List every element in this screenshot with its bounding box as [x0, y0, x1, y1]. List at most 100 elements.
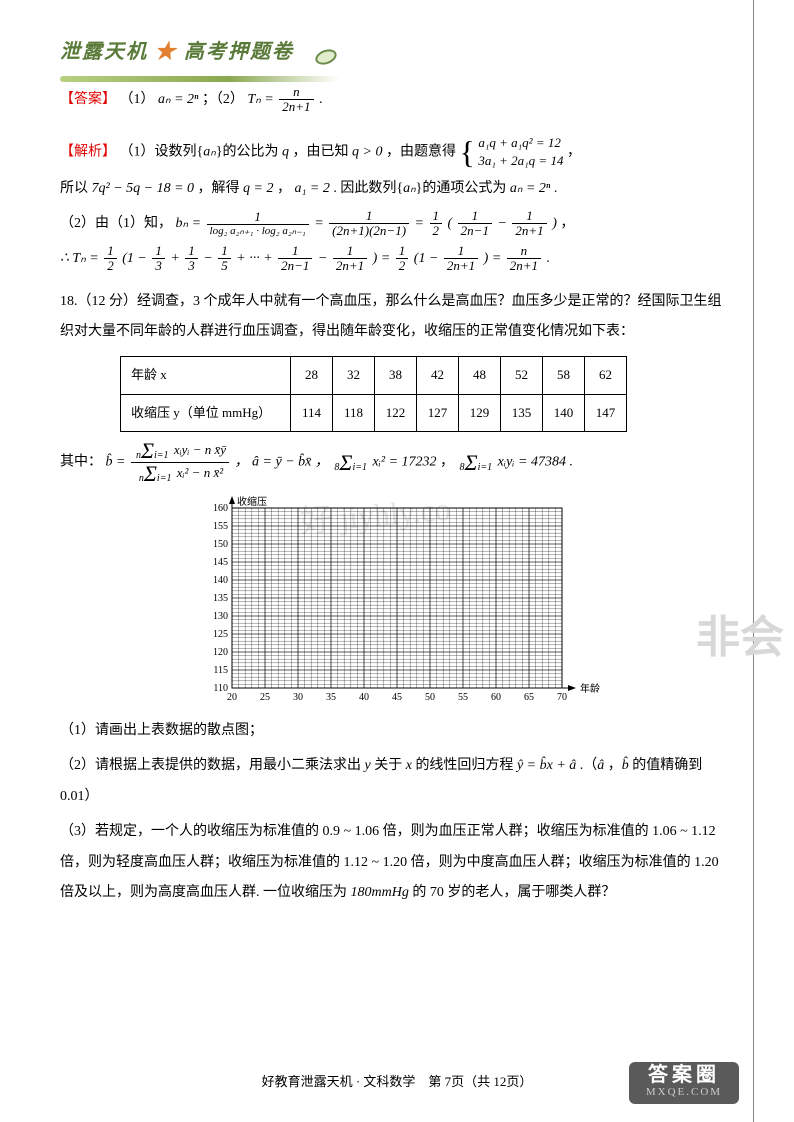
- cell: 42: [417, 357, 459, 395]
- d: 3: [152, 259, 165, 273]
- frac-num: n: [279, 85, 313, 100]
- n: 1: [333, 244, 367, 259]
- header-title: 泄露天机 ★ 高考押题卷: [60, 41, 294, 63]
- analysis-p2: 所以 7q² − 5q − 18 = 0 ，解得 q = 2 ， a₁ = 2 …: [60, 174, 734, 205]
- stamp-line1: 答案圈: [629, 1064, 739, 1086]
- d: (2n+1)(2n−1): [329, 224, 409, 238]
- t: ∴: [60, 251, 69, 266]
- header-title-right: 高考押题卷: [184, 41, 294, 63]
- q18-sub1: （1）请画出上表数据的散点图；: [60, 716, 734, 747]
- t: ，: [440, 455, 454, 470]
- d: 2n+1: [444, 259, 478, 273]
- t: (1 −: [122, 251, 147, 266]
- t: a₁ = 2: [295, 181, 330, 196]
- cell: 114: [291, 394, 333, 432]
- cell: 140: [543, 394, 585, 432]
- d: 2n−1: [278, 259, 312, 273]
- fb2: 12n+1: [444, 244, 478, 274]
- t: ， â = ȳ − b̂x̄ ，: [235, 455, 329, 470]
- n: 1: [512, 209, 546, 224]
- header-underline: [60, 76, 340, 82]
- svg-text:135: 135: [213, 593, 228, 604]
- t: xᵢ² − n x̄²: [177, 465, 223, 480]
- d: 2n+1: [512, 224, 546, 238]
- sigma-icon: 8Σi=1: [460, 452, 493, 474]
- t: . 因此数列{: [330, 181, 403, 196]
- svg-text:140: 140: [213, 575, 228, 586]
- t: 年龄 x: [131, 367, 167, 382]
- svg-text:155: 155: [213, 521, 228, 532]
- t: i=1: [154, 450, 169, 461]
- scatter-grid-chart: 收缩压2025303540455055606570110115120125130…: [187, 493, 607, 708]
- d: 3: [185, 259, 198, 273]
- n: 1: [430, 209, 443, 224]
- t: −: [497, 216, 506, 231]
- n: 1: [152, 244, 165, 259]
- svg-text:110: 110: [213, 683, 228, 694]
- svg-text:145: 145: [213, 557, 228, 568]
- cell: 135: [501, 394, 543, 432]
- data-table: 年龄 x 28 32 38 42 48 52 58 62 收缩压 y（单位 mm…: [120, 356, 627, 432]
- svg-text:70: 70: [557, 692, 567, 703]
- n: 1: [444, 244, 478, 259]
- sigma-icon: nΣi=1: [139, 463, 172, 485]
- t: (1 −: [414, 251, 439, 266]
- cell: 127: [417, 394, 459, 432]
- svg-text:55: 55: [458, 692, 468, 703]
- svg-text:年龄: 年龄: [580, 682, 600, 695]
- t: q = 2: [243, 181, 273, 196]
- t: xᵢ² = 17232: [372, 455, 436, 470]
- t: =: [415, 216, 424, 231]
- t: ，: [560, 216, 574, 231]
- t: ): [552, 216, 557, 231]
- formula-line: 其中： b̂ = nΣi=1 xᵢyᵢ − n x̄ȳ nΣi=1 xᵢ² − …: [60, 440, 734, 485]
- t: aₙ = 2ⁿ: [510, 181, 550, 196]
- t: b̂ =: [106, 455, 126, 470]
- frac4: 12n−1: [458, 209, 492, 239]
- table-row-age: 年龄 x 28 32 38 42 48 52 58 62: [121, 357, 627, 395]
- cell: 38: [375, 357, 417, 395]
- d: 2n−1: [458, 224, 492, 238]
- d: 2: [396, 259, 409, 273]
- n: 1: [458, 209, 492, 224]
- t: −: [318, 251, 327, 266]
- d: 2: [430, 224, 443, 238]
- case1: a₁q + a₁q² = 12: [478, 134, 563, 152]
- t: q > 0: [352, 144, 382, 159]
- answer-part2-prefix: ；（2）: [202, 92, 244, 107]
- cell: 32: [333, 357, 375, 395]
- answer-line: 【答案】 （1） aₙ = 2ⁿ ；（2） Tₙ = n 2n+1 .: [60, 85, 734, 116]
- t: ，: [604, 758, 622, 773]
- n: 1: [207, 210, 309, 225]
- d: 2: [104, 259, 117, 273]
- n: n: [507, 244, 541, 259]
- t: ，由题意得: [383, 144, 457, 159]
- n: 1: [278, 244, 312, 259]
- t: ŷ = b̂x + â: [517, 758, 576, 773]
- t: （2）由（1）知，: [60, 216, 172, 231]
- svg-text:35: 35: [326, 692, 336, 703]
- t: 收缩压 y（单位 mmHg）: [131, 405, 271, 420]
- header-star-icon: ★: [155, 41, 177, 63]
- sigma-icon: nΣi=1: [136, 440, 169, 462]
- sigma-icon: 8Σi=1: [334, 452, 367, 474]
- svg-text:20: 20: [227, 692, 237, 703]
- cell: 147: [585, 394, 627, 432]
- f13a: 13: [152, 244, 165, 274]
- t: + ··· +: [236, 251, 272, 266]
- t: i=1: [157, 473, 172, 484]
- table-row-pressure: 收缩压 y（单位 mmHg） 114 118 122 127 129 135 1…: [121, 394, 627, 432]
- cell: 28: [291, 357, 333, 395]
- svg-text:50: 50: [425, 692, 435, 703]
- t: i=1: [352, 462, 367, 473]
- t: ，: [274, 181, 295, 196]
- t: 的 70 岁的老人，属于哪类人群？: [409, 885, 616, 900]
- t: i=1: [478, 462, 493, 473]
- t: =: [314, 216, 323, 231]
- row-label-pressure: 收缩压 y（单位 mmHg）: [121, 394, 291, 432]
- cell: 58: [543, 357, 585, 395]
- case2: 3a₁ + 2a₁q = 14: [478, 152, 563, 170]
- t: aₙ: [403, 181, 416, 196]
- t: ，: [567, 144, 581, 159]
- t: +: [170, 251, 179, 266]
